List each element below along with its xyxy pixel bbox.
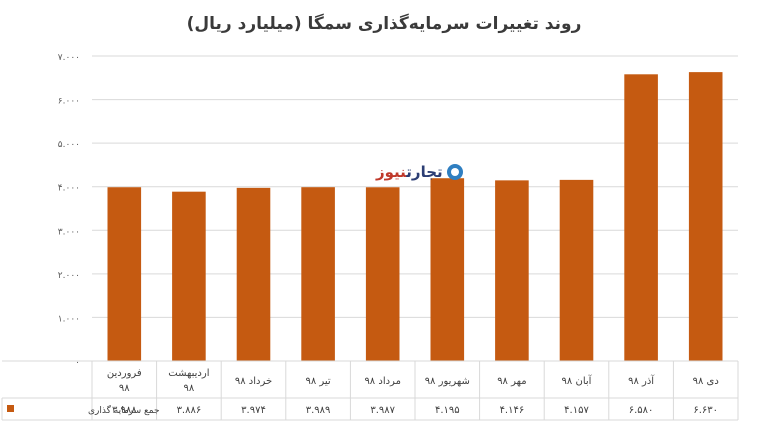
chart-title: روند تغییرات سرمایه‌گذاری سمگا (میلیارد …: [186, 14, 582, 34]
brand-logo-icon: [446, 164, 463, 180]
x-tick-label: آذر ۹۸: [628, 374, 655, 387]
data-label: ۳.۹۷۴: [241, 405, 266, 416]
x-tick-label: فروردین: [107, 368, 142, 379]
legend-swatch: [7, 405, 14, 412]
y-tick-label: ۰: [75, 358, 80, 368]
data-table: فروردین ۹۸ ۳.۹۸۸ اردیبهشت ۹۸ ۳.۸۸۶ خرداد ۹۸ ۳.۹…: [1, 360, 739, 421]
x-tick-label: اردیبهشت: [168, 368, 209, 379]
y-axis-tick-labels: ۰ ۱.۰۰۰ ۲.۰۰۰ ۳.۰۰۰ ۴.۰۰۰ ۵.۰۰۰ ۶.۰۰۰ ۷.۰۰۰: [58, 53, 80, 368]
bar: [688, 72, 723, 361]
data-label: ۶.۶۳۰: [693, 405, 718, 416]
bar: [495, 180, 529, 361]
y-tick-label: ۷.۰۰۰: [58, 53, 80, 63]
x-tick-label: خرداد ۹۸: [235, 376, 272, 387]
watermark-logo: تجارتنیوز: [376, 161, 463, 183]
y-tick-label: ۱.۰۰۰: [58, 314, 80, 324]
legend-label: جمع سرمایه گذاری: [88, 404, 160, 416]
bar: [430, 178, 465, 361]
y-tick-label: ۶.۰۰۰: [58, 97, 80, 107]
bar: [172, 191, 206, 361]
bar: [365, 187, 400, 361]
data-label: ۴.۱۴۶: [500, 405, 525, 416]
y-tick-label: ۳.۰۰۰: [58, 227, 80, 237]
bar: [236, 187, 271, 361]
watermark-brand-accent: نیوز: [376, 163, 407, 181]
x-tick-label: ۹۸: [119, 383, 130, 394]
watermark-text: تجارتنیوز: [376, 163, 443, 181]
x-tick-label: آبان ۹۸: [562, 374, 593, 387]
bar: [107, 187, 142, 361]
data-label: ۳.۹۸۸: [112, 405, 137, 416]
x-tick-label: تیر ۹۸: [305, 376, 330, 387]
y-tick-label: ۴.۰۰۰: [58, 184, 80, 194]
data-label: ۴.۱۹۵: [435, 405, 460, 416]
data-label: ۳.۹۸۷: [370, 405, 395, 416]
bar: [624, 74, 658, 362]
bar: [301, 187, 335, 361]
bar: [559, 179, 594, 361]
x-tick-label: ۹۸: [184, 383, 195, 394]
data-label: ۴.۱۵۷: [564, 405, 589, 416]
data-label: ۳.۸۸۶: [177, 405, 202, 416]
data-label: ۶.۵۸۰: [629, 405, 654, 416]
watermark-brand-main: تجارت: [406, 163, 443, 181]
x-tick-label: شهریور ۹۸: [425, 376, 470, 387]
x-tick-label: دی ۹۸: [693, 376, 719, 387]
bars: [107, 72, 723, 362]
data-label: ۳.۹۸۹: [306, 405, 331, 416]
x-tick-label: مرداد ۹۸: [364, 376, 401, 387]
x-tick-label: مهر ۹۸: [497, 376, 526, 387]
y-tick-label: ۲.۰۰۰: [58, 271, 80, 281]
y-tick-label: ۵.۰۰۰: [58, 140, 80, 150]
